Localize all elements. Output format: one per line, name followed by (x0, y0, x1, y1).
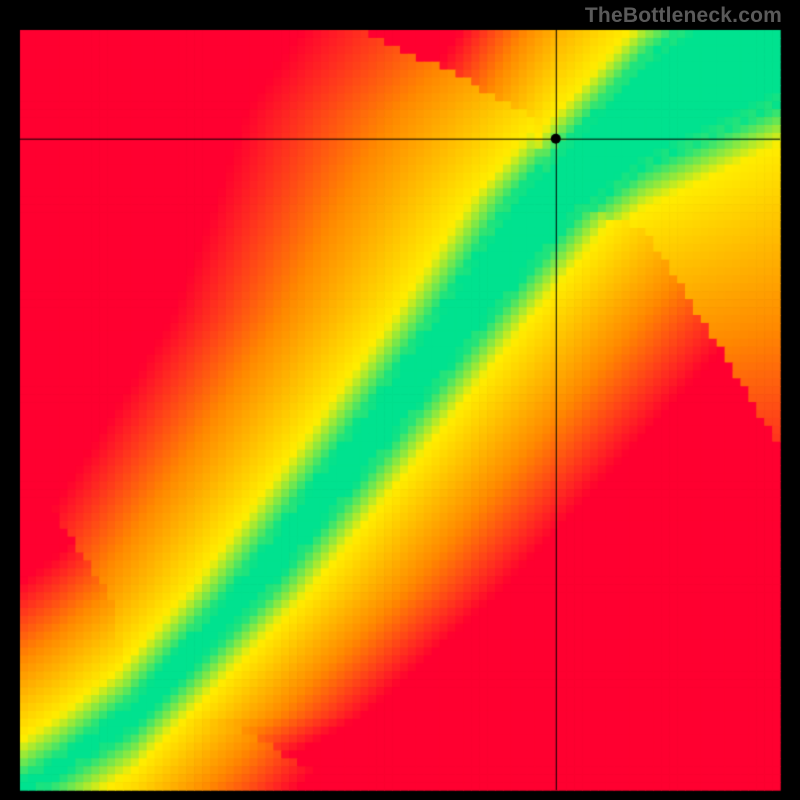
watermark: TheBottleneck.com (585, 4, 782, 28)
bottleneck-heatmap (0, 0, 800, 800)
chart-container: TheBottleneck.com (0, 0, 800, 800)
